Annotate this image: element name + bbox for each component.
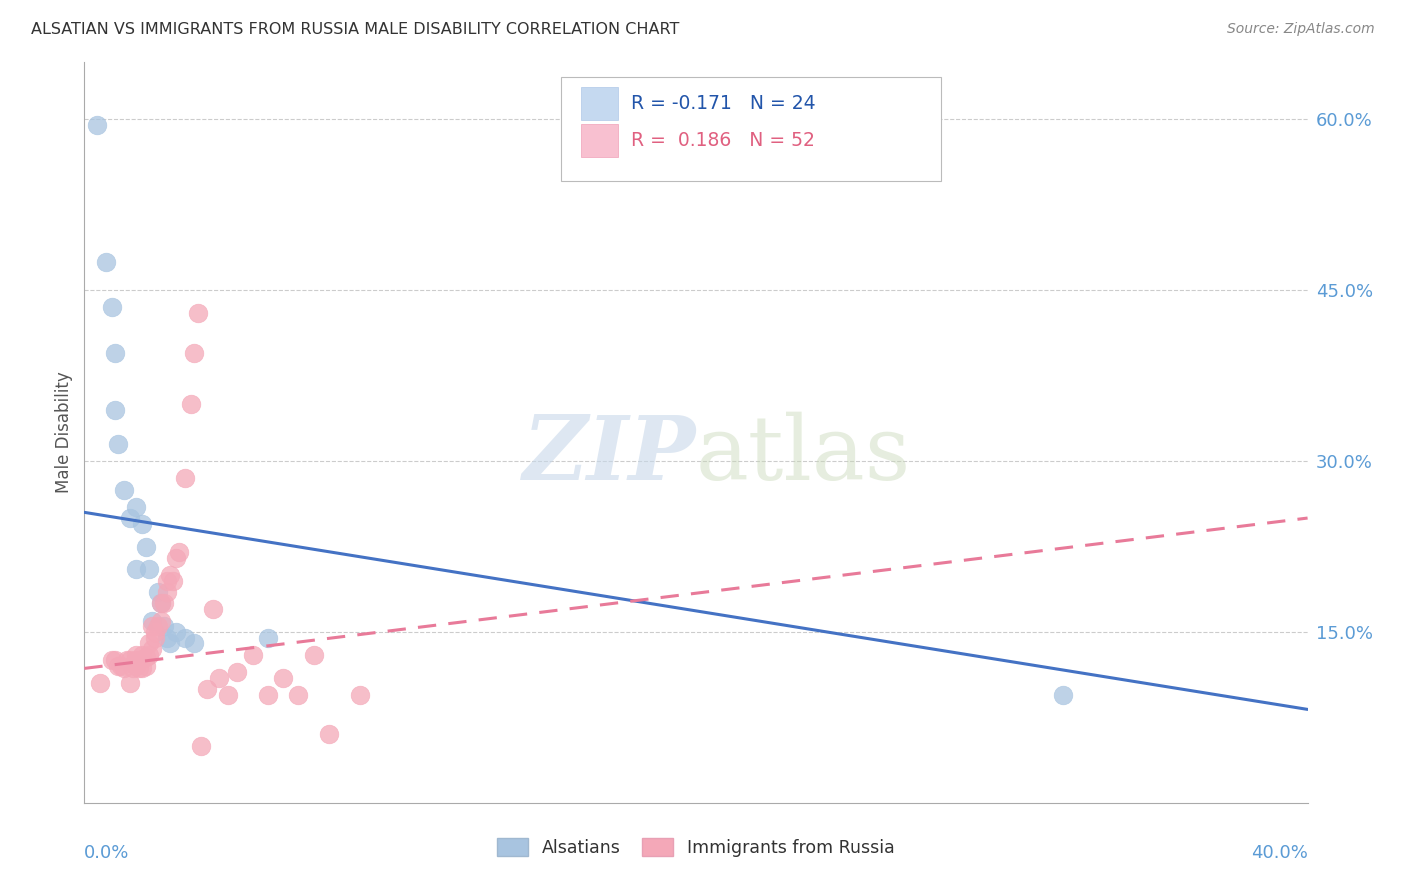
Point (174, 631, 197, 645)
Point (349, 688, 371, 702)
Text: 0.0%: 0.0% (84, 844, 129, 862)
Point (156, 574, 179, 588)
Point (143, 624, 166, 639)
Point (94, 254, 117, 268)
Point (131, 661, 153, 675)
Point (1052, 688, 1074, 702)
Text: atlas: atlas (696, 411, 911, 499)
Point (167, 545, 190, 559)
Point (131, 516, 153, 531)
Point (107, 437, 129, 451)
Point (149, 614, 172, 628)
Point (156, 631, 179, 645)
Point (141, 642, 163, 657)
Point (128, 653, 150, 667)
Point (156, 585, 179, 599)
Point (120, 653, 142, 667)
Point (101, 653, 124, 667)
Point (141, 614, 163, 628)
FancyBboxPatch shape (561, 78, 941, 181)
Point (101, 301, 124, 315)
Point (115, 653, 138, 667)
Point (125, 659, 148, 673)
Point (217, 688, 239, 702)
Point (159, 568, 181, 582)
Point (120, 676, 142, 690)
Point (89, 676, 111, 690)
Point (174, 471, 197, 485)
Point (143, 631, 166, 645)
Point (104, 402, 127, 417)
Point (141, 619, 163, 633)
Text: R =  0.186   N = 52: R = 0.186 N = 52 (631, 130, 815, 150)
Point (104, 346, 127, 360)
Point (153, 619, 176, 633)
Point (110, 659, 132, 673)
Point (125, 648, 148, 662)
Point (180, 397, 202, 411)
Point (186, 306, 208, 320)
FancyBboxPatch shape (581, 123, 617, 157)
Point (190, 739, 212, 753)
Point (165, 624, 187, 639)
Point (159, 636, 181, 650)
Point (183, 346, 205, 360)
Text: 40.0%: 40.0% (1251, 844, 1308, 862)
Point (149, 597, 172, 611)
Point (138, 648, 160, 662)
Point (122, 661, 145, 675)
Point (107, 659, 129, 673)
Point (226, 665, 249, 679)
Point (112, 661, 135, 675)
Text: ALSATIAN VS IMMIGRANTS FROM RUSSIA MALE DISABILITY CORRELATION CHART: ALSATIAN VS IMMIGRANTS FROM RUSSIA MALE … (31, 22, 679, 37)
Point (125, 562, 148, 576)
Point (153, 597, 176, 611)
Point (146, 619, 169, 633)
Point (104, 653, 127, 667)
Point (138, 562, 160, 576)
Point (318, 727, 340, 741)
Point (195, 681, 218, 696)
Point (201, 602, 224, 616)
Text: ZIP: ZIP (523, 411, 696, 498)
Point (128, 661, 150, 675)
Point (135, 650, 157, 665)
Point (125, 653, 148, 667)
Point (302, 648, 325, 662)
Point (287, 688, 309, 702)
Legend: Alsatians, Immigrants from Russia: Alsatians, Immigrants from Russia (498, 838, 894, 857)
Point (86, 118, 108, 132)
Point (257, 688, 280, 702)
Point (135, 659, 157, 673)
Point (146, 585, 169, 599)
Point (208, 671, 231, 685)
Point (125, 500, 148, 514)
Point (135, 540, 157, 554)
Point (165, 550, 187, 565)
Point (131, 648, 153, 662)
Point (242, 648, 264, 662)
FancyBboxPatch shape (581, 87, 617, 120)
Point (138, 636, 160, 650)
Point (271, 671, 294, 685)
Text: Source: ZipAtlas.com: Source: ZipAtlas.com (1227, 22, 1375, 37)
Text: R = -0.171   N = 24: R = -0.171 N = 24 (631, 94, 815, 112)
Point (183, 636, 205, 650)
Point (257, 631, 280, 645)
Y-axis label: Male Disability: Male Disability (55, 372, 73, 493)
Point (149, 597, 172, 611)
Point (120, 511, 142, 525)
Point (112, 483, 135, 497)
Point (162, 574, 184, 588)
